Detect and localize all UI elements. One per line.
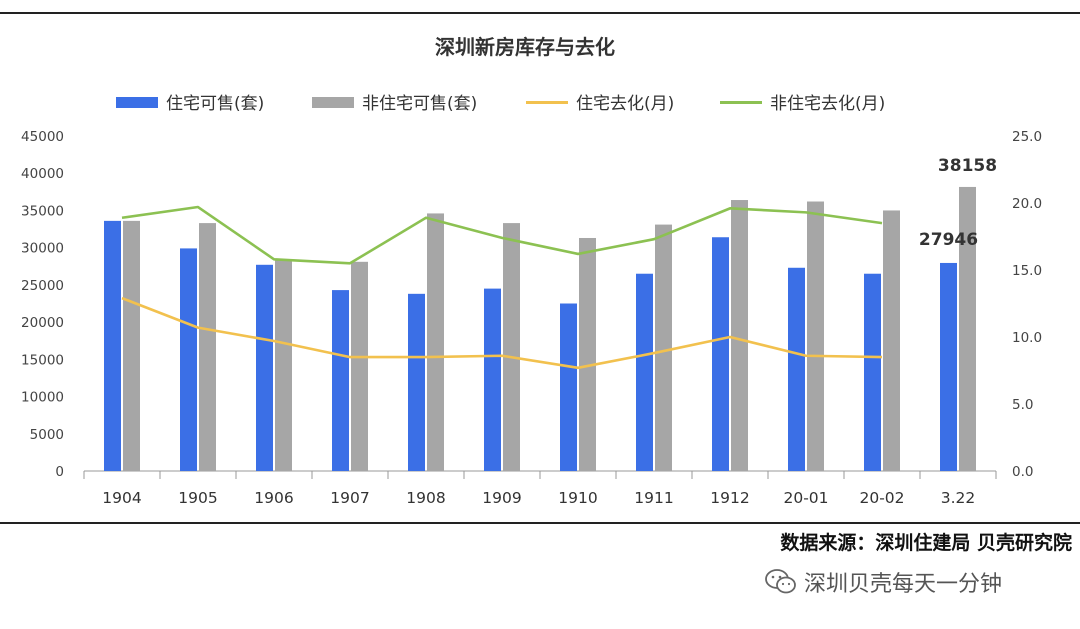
bar-non-residential [731,200,748,471]
bar-residential [636,273,653,471]
bar-residential [864,273,881,471]
bar-residential [256,264,273,471]
x-tick-label: 20-02 [859,489,904,507]
y-left-tick-label: 5000 [30,427,64,443]
data-label: 38158 [938,156,997,176]
x-tick-label: 1906 [254,489,293,507]
y-left-tick-label: 45000 [21,129,64,145]
legend-label: 非住宅可售(套) [362,94,477,114]
bar-residential [788,267,805,471]
line-non-residential-months [121,205,883,265]
bar-residential [712,237,729,471]
bar-residential [940,262,957,471]
y-left-tick-label: 0 [55,464,64,480]
legend-label: 住宅可售(套) [166,94,264,114]
x-tick-label: 1905 [178,489,217,507]
watermark-text: 深圳贝壳每天一分钟 [804,572,1003,597]
y-right-tick-label: 15.0 [1012,263,1042,279]
y-right-tick-label: 10.0 [1012,330,1042,346]
bar-non-residential [503,223,520,471]
y-left-tick-label: 35000 [21,203,64,219]
legend-label: 非住宅去化(月) [770,94,885,114]
bottom-border-line [0,522,1080,524]
y-left-tick-label: 30000 [21,241,64,257]
y-right-tick-label: 5.0 [1012,397,1033,413]
bar-non-residential [427,213,444,471]
x-tick-label: 1911 [634,489,673,507]
bar-residential [332,290,349,471]
bar-non-residential [275,260,292,471]
bar-non-residential [807,201,824,471]
y-left-tick-label: 10000 [21,390,64,406]
x-tick-label: 20-01 [783,489,828,507]
legend-swatch [116,97,158,108]
top-border-line [0,12,1080,14]
bar-residential [408,293,425,471]
line-residential-months [121,296,883,370]
x-tick-label: 1909 [482,489,521,507]
bar-non-residential [883,210,900,471]
chart-title: 深圳新房库存与去化 [435,35,615,59]
watermark: 深圳贝壳每天一分钟 [764,566,1002,598]
x-tick-label: 3.22 [941,489,976,507]
y-left-tick-label: 15000 [21,352,64,368]
x-tick-label: 1912 [710,489,749,507]
data-source-note: 数据来源：深圳住建局 贝壳研究院 [780,532,1072,554]
y-left-tick-label: 40000 [21,166,64,182]
y-right-tick-label: 25.0 [1012,129,1042,145]
x-tick-label: 1904 [102,489,141,507]
bar-non-residential [199,223,216,471]
bar-residential [560,303,577,471]
bar-residential [484,288,501,471]
x-tick-label: 1907 [330,489,369,507]
data-label: 27946 [919,230,978,250]
x-tick-label: 1910 [558,489,597,507]
legend-swatch [312,97,354,108]
bar-residential [104,220,121,471]
legend-label: 住宅去化(月) [576,94,674,114]
y-left-tick-label: 25000 [21,278,64,294]
y-right-tick-label: 0.0 [1012,464,1033,480]
bar-residential [180,248,197,471]
bar-non-residential [579,237,596,471]
x-tick-label: 1908 [406,489,445,507]
bar-non-residential [351,261,368,471]
bar-non-residential [959,186,976,472]
bar-non-residential [655,224,672,471]
y-left-tick-label: 20000 [21,315,64,331]
wechat-icon [765,569,796,594]
y-right-tick-label: 20.0 [1012,196,1042,212]
bar-non-residential [123,220,140,471]
